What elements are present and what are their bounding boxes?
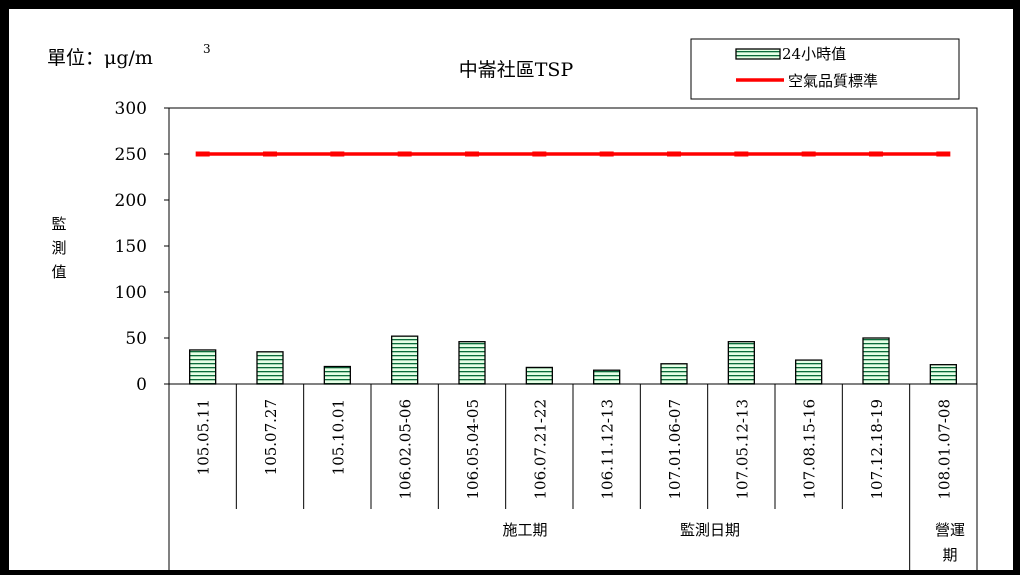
category-label: 106.07.21-22 — [531, 399, 549, 500]
standard-marker — [801, 151, 816, 157]
bar — [323, 365, 351, 385]
legend-bar-swatch — [735, 48, 781, 60]
category-label: 107.08.15-16 — [801, 399, 819, 500]
y-axis-label-char: 測 — [51, 239, 66, 257]
y-tick-label: 50 — [125, 329, 147, 349]
y-axis-label-char: 監 — [51, 215, 66, 233]
category-label: 105.05.11 — [195, 399, 213, 475]
bar — [458, 341, 486, 385]
chart-svg: 0 50 100 150 200 250 300 監測值 105.05.11 105.07.27 1… — [47, 38, 978, 570]
standard-marker — [599, 151, 614, 157]
y-tick-label: 0 — [136, 375, 147, 395]
bar — [189, 349, 217, 385]
y-tick-label: 250 — [115, 145, 147, 165]
bar — [727, 341, 755, 385]
chart-title: 中崙社區TSP — [459, 59, 574, 81]
category-label: 107.01.06-07 — [666, 399, 684, 500]
category-label: 105.10.01 — [329, 399, 347, 475]
plot-area — [168, 107, 978, 385]
chart-frame: 0 50 100 150 200 250 300 監測值 105.05.11 105.07.27 1… — [9, 9, 1013, 570]
standard-marker — [936, 151, 951, 157]
category-label: 105.07.27 — [262, 399, 280, 475]
group-label-construction: 施工期 — [502, 521, 547, 539]
y-tick-label: 200 — [115, 191, 147, 211]
standard-marker — [330, 151, 345, 157]
standard-marker — [734, 151, 749, 157]
standard-marker — [465, 151, 479, 157]
bar — [593, 369, 621, 385]
bar — [660, 363, 688, 385]
y-axis-label-char: 值 — [51, 263, 66, 281]
legend-bar-label: 24小時值 — [782, 45, 846, 63]
unit-label: 單位：μg/m — [47, 47, 153, 69]
bar — [929, 364, 957, 385]
legend-line-label: 空氣品質標準 — [788, 72, 878, 90]
bar — [795, 359, 823, 385]
category-label: 106.05.04-05 — [464, 399, 482, 500]
category-label: 106.11.12-13 — [599, 399, 617, 500]
standard-marker — [667, 151, 681, 157]
standard-marker — [397, 151, 412, 157]
y-tick-label: 300 — [115, 99, 147, 119]
group-label-operation-line2: 期 — [942, 546, 957, 564]
standard-marker — [195, 151, 210, 157]
y-tick-label: 100 — [115, 283, 147, 303]
bar — [391, 335, 419, 385]
x-axis-label: 監測日期 — [680, 521, 740, 539]
category-label: 107.05.12-13 — [733, 399, 751, 500]
y-tick-label: 150 — [115, 237, 147, 257]
standard-marker — [869, 151, 883, 157]
category-label: 106.02.05-06 — [397, 399, 415, 500]
bar — [525, 366, 553, 385]
bar — [862, 337, 890, 385]
bar — [256, 351, 284, 385]
unit-superscript: 3 — [203, 42, 211, 56]
category-label: 107.12.18-19 — [868, 399, 886, 500]
category-label: 108.01.07-08 — [935, 399, 953, 500]
standard-marker — [532, 151, 547, 157]
group-label-operation-line1: 營運 — [935, 521, 965, 539]
standard-marker — [263, 151, 277, 157]
